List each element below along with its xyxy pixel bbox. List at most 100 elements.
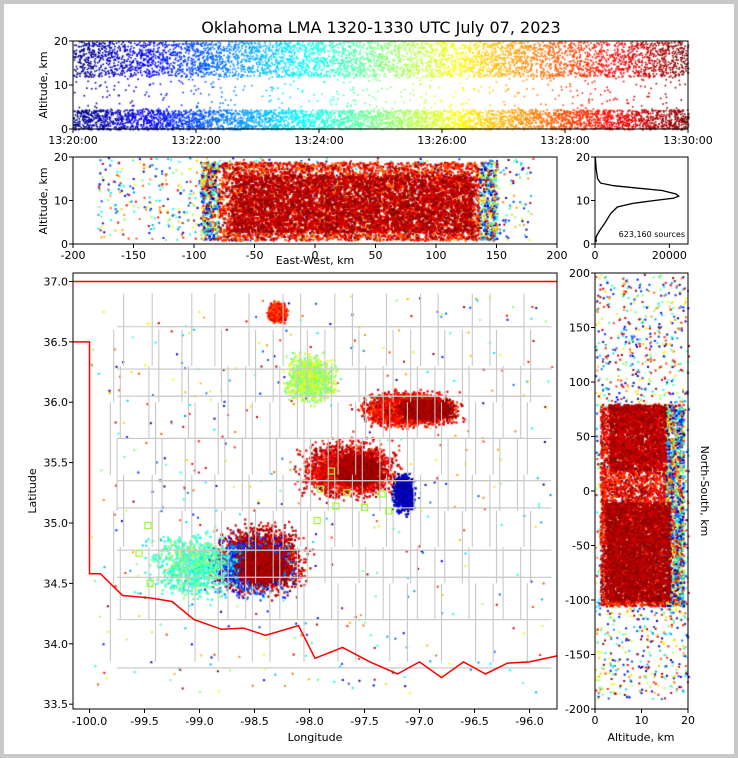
x-tick-label: -99.5 bbox=[130, 715, 158, 728]
y-tick-label: 10 bbox=[576, 195, 590, 208]
lma-station-marker bbox=[385, 507, 393, 515]
y-tick-label: 36.5 bbox=[44, 336, 69, 349]
y-tick-label: -100 bbox=[565, 594, 590, 607]
north-south-ylabel: North-South, km bbox=[698, 446, 711, 537]
x-tick-label: 150 bbox=[486, 249, 507, 262]
lma-station-marker bbox=[378, 490, 386, 498]
figure-overlay: Oklahoma LMA 1320-1330 UTC July 07, 2023… bbox=[26, 18, 713, 744]
y-tick-label: 100 bbox=[569, 376, 590, 389]
y-tick-label: 10 bbox=[54, 79, 68, 92]
x-tick-label: -150 bbox=[121, 249, 146, 262]
map-y-ticks: 33.5 34.0 34.5 35.0 35.5 36.0 36.5 37.0 bbox=[44, 275, 73, 711]
lma-station-marker bbox=[135, 549, 143, 557]
x-tick-label: -99.0 bbox=[185, 715, 213, 728]
x-tick-label: -97.5 bbox=[350, 715, 378, 728]
east-west-axes-frame bbox=[72, 156, 558, 245]
x-tick-label: 13:28:00 bbox=[540, 134, 589, 147]
east-west-xlabel: East-West, km bbox=[276, 254, 354, 267]
time-height-x-ticks: 13:20:00 13:22:00 13:24:00 13:26:00 13:28:00… bbox=[48, 129, 713, 147]
time-height-y-ticks: 0 10 20 bbox=[54, 35, 73, 136]
y-tick-label: 50 bbox=[576, 431, 590, 444]
lma-station-marker bbox=[144, 521, 152, 530]
x-tick-label: 10 bbox=[635, 714, 649, 727]
east-west-panel: -200 -150 -100 -50 0 50 100 150 200 0 10 20 East-W… bbox=[37, 151, 568, 267]
x-tick-label: -100.0 bbox=[72, 715, 107, 728]
map-axes-frame bbox=[72, 272, 558, 710]
lma-station-markers bbox=[135, 467, 393, 587]
histogram-x-ticks: 0 20000 bbox=[592, 244, 687, 262]
y-tick-label: 33.5 bbox=[44, 698, 69, 711]
east-west-y-ticks: 0 10 20 bbox=[54, 151, 73, 251]
x-tick-label: 13:22:00 bbox=[171, 134, 220, 147]
y-tick-label: 36.0 bbox=[44, 396, 69, 409]
y-tick-label: 20 bbox=[54, 151, 68, 164]
y-tick-label: 20 bbox=[54, 35, 68, 48]
x-tick-label: -98.0 bbox=[295, 715, 323, 728]
north-south-panel: 0 10 20 -200 -150 -100 -50 0 50 100 150 200 Altitu… bbox=[565, 267, 711, 744]
time-height-panel: 13:20:00 13:22:00 13:24:00 13:26:00 13:28:00… bbox=[37, 35, 713, 147]
y-tick-label: 150 bbox=[569, 322, 590, 335]
state-border-south bbox=[73, 341, 558, 679]
north-south-x-ticks: 0 10 20 bbox=[592, 709, 695, 727]
x-tick-label: 200 bbox=[547, 249, 568, 262]
x-tick-label: 20 bbox=[681, 714, 695, 727]
altitude-histogram-panel: 0 20000 0 10 20 623,160 sources bbox=[576, 151, 689, 262]
map-ylabel: Latitude bbox=[26, 468, 39, 514]
y-tick-label: 34.0 bbox=[44, 638, 69, 651]
x-tick-label: -97.0 bbox=[405, 715, 433, 728]
y-tick-label: 200 bbox=[569, 267, 590, 280]
x-tick-label: 50 bbox=[369, 249, 383, 262]
lma-station-marker bbox=[316, 485, 325, 493]
source-count-label: 623,160 sources bbox=[619, 230, 685, 239]
lma-station-marker bbox=[332, 502, 340, 510]
altitude-histogram-line bbox=[594, 156, 680, 243]
x-tick-label: -98.5 bbox=[240, 715, 268, 728]
time-height-ylabel: Altitude, km bbox=[37, 51, 50, 118]
lma-station-marker bbox=[313, 516, 321, 525]
x-tick-label: 0 bbox=[312, 249, 319, 262]
y-tick-label: 37.0 bbox=[44, 275, 69, 288]
x-tick-label: 100 bbox=[426, 249, 447, 262]
north-south-xlabel: Altitude, km bbox=[607, 731, 674, 744]
east-west-x-ticks: -200 -150 -100 -50 0 50 100 150 200 bbox=[61, 244, 568, 262]
map-xlabel: Longitude bbox=[288, 731, 343, 744]
y-tick-label: 0 bbox=[61, 123, 68, 136]
north-south-axes-frame bbox=[594, 272, 689, 710]
lma-station-marker bbox=[343, 489, 351, 497]
figure-title: Oklahoma LMA 1320-1330 UTC July 07, 2023 bbox=[201, 18, 560, 37]
y-tick-label: -200 bbox=[565, 703, 590, 716]
x-tick-label: 13:30:00 bbox=[663, 134, 712, 147]
x-tick-label: 13:24:00 bbox=[294, 134, 343, 147]
lma-station-marker bbox=[327, 467, 336, 475]
y-tick-label: -150 bbox=[565, 649, 590, 662]
y-tick-label: 35.0 bbox=[44, 517, 69, 530]
histogram-y-ticks: 0 10 20 bbox=[576, 151, 595, 251]
lma-station-marker bbox=[360, 503, 369, 511]
x-tick-label: -200 bbox=[61, 249, 86, 262]
x-tick-label: 13:26:00 bbox=[417, 134, 466, 147]
x-tick-label: 0 bbox=[592, 714, 599, 727]
y-tick-label: 0 bbox=[61, 238, 68, 251]
y-tick-label: 0 bbox=[583, 238, 590, 251]
x-tick-label: 13:20:00 bbox=[48, 134, 97, 147]
east-west-ylabel: Altitude, km bbox=[37, 167, 50, 234]
map-x-ticks: -100.0 -99.5 -99.0 -98.5 -98.0 -97.5 -97.0 -96.… bbox=[72, 709, 544, 728]
north-south-y-ticks: -200 -150 -100 -50 0 50 100 150 200 bbox=[565, 267, 595, 716]
y-tick-label: 20 bbox=[576, 151, 590, 164]
x-tick-label: -100 bbox=[182, 249, 207, 262]
x-tick-label: -96.5 bbox=[460, 715, 488, 728]
x-tick-label: -50 bbox=[246, 249, 264, 262]
y-tick-label: 0 bbox=[583, 485, 590, 498]
x-tick-label: 20000 bbox=[652, 249, 687, 262]
lma-station-marker bbox=[146, 579, 154, 587]
y-tick-label: 35.5 bbox=[44, 457, 69, 470]
county-and-state-lines bbox=[73, 280, 558, 679]
y-tick-label: 34.5 bbox=[44, 577, 69, 590]
x-tick-label: -96.0 bbox=[515, 715, 543, 728]
lma-figure: Oklahoma LMA 1320-1330 UTC July 07, 2023… bbox=[4, 4, 734, 754]
y-tick-label: -50 bbox=[572, 540, 590, 553]
time-height-axes-frame bbox=[72, 40, 689, 130]
y-tick-label: 10 bbox=[54, 195, 68, 208]
x-tick-label: 0 bbox=[592, 249, 599, 262]
plan-view-map-panel: -100.0 -99.5 -99.0 -98.5 -98.0 -97.5 -97.0 -96.… bbox=[26, 272, 558, 744]
